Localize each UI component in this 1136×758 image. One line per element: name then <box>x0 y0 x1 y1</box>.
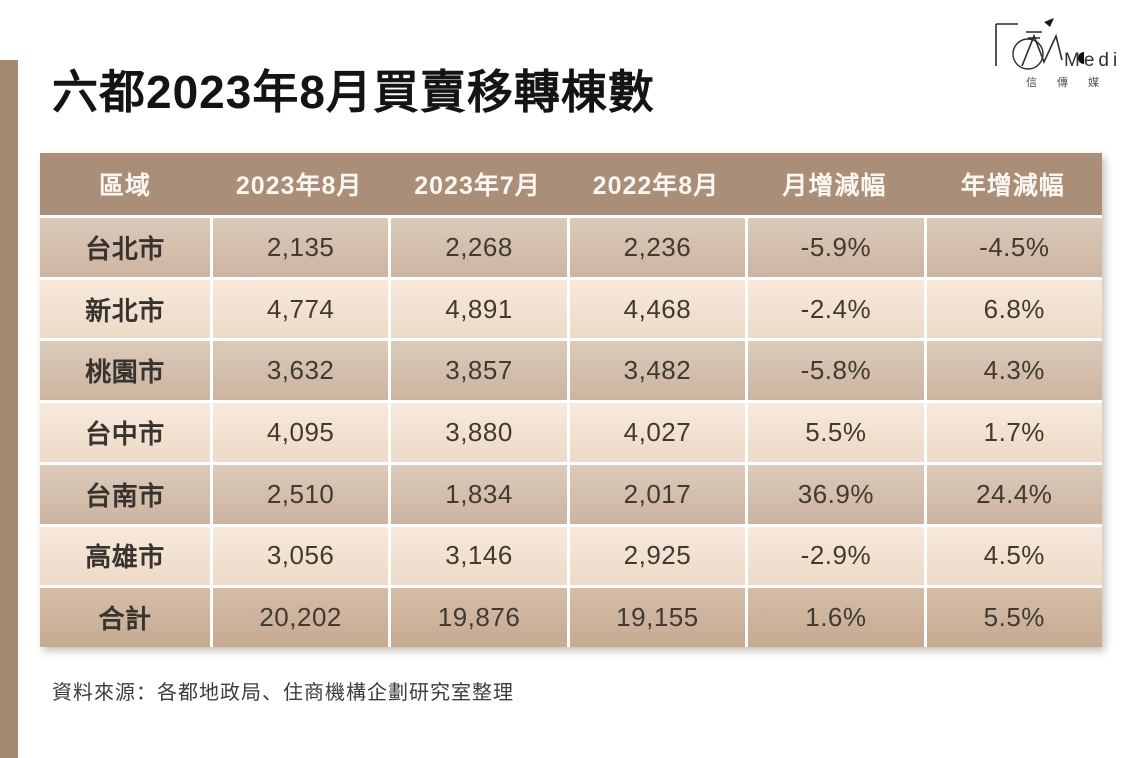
cell-region: 新北市 <box>40 279 210 339</box>
cell-value: 2,510 <box>212 464 389 524</box>
table-row-taichung: 台中市 4,095 3,880 4,027 5.5% 1.7% <box>40 403 1102 462</box>
table-row-newtaipei: 新北市 4,774 4,891 4,468 -2.4% 6.8% <box>40 279 1102 339</box>
table-row-tainan: 台南市 2,510 1,834 2,017 36.9% 24.4% <box>40 464 1102 524</box>
cell-value: 2,017 <box>569 464 746 524</box>
col-header-2023-08: 2023年8月 <box>235 172 363 200</box>
cell-value: -4.5% <box>926 218 1102 277</box>
cell-value: 5.5% <box>926 588 1102 648</box>
col-header-2022-08: 2022年8月 <box>592 172 720 200</box>
cmmedia-logo: Media 信傳媒 <box>982 10 1132 96</box>
cell-region: 高雄市 <box>40 526 210 586</box>
cell-value: 2,925 <box>569 526 746 586</box>
cell-value: 1.7% <box>926 403 1102 462</box>
cell-value: 1,834 <box>391 464 567 524</box>
cell-value: 1.6% <box>748 588 924 648</box>
table-row-taipei: 台北市 2,135 2,268 2,236 -5.9% -4.5% <box>40 218 1102 277</box>
col-header-yoy: 年增減幅 <box>960 172 1065 200</box>
cell-value: 24.4% <box>926 464 1102 524</box>
cell-value: -5.9% <box>748 218 924 277</box>
col-header-region: 區域 <box>98 172 151 200</box>
col-header-mom: 月增減幅 <box>782 172 887 200</box>
left-accent-bar <box>0 60 18 758</box>
table-row-kaohsiung: 高雄市 3,056 3,146 2,925 -2.9% 4.5% <box>40 526 1102 586</box>
cell-value: 4,891 <box>391 279 567 339</box>
cell-value: 3,632 <box>212 341 389 401</box>
cell-value: 4,774 <box>212 279 389 339</box>
cell-value: 2,268 <box>391 218 567 277</box>
cell-value: 2,135 <box>212 218 389 277</box>
cell-value: 4,468 <box>569 279 746 339</box>
page-title: 六都2023年8月買賣移轉棟數 <box>52 66 655 118</box>
table-row-total: 合計 20,202 19,876 19,155 1.6% 5.5% <box>40 588 1102 648</box>
cell-region: 台北市 <box>40 218 210 277</box>
cell-value: 20,202 <box>212 588 389 648</box>
cell-region: 台南市 <box>40 464 210 524</box>
cell-value: 19,155 <box>569 588 746 648</box>
cell-value: 4,027 <box>569 403 746 462</box>
cell-value: 4.3% <box>926 341 1102 401</box>
cell-value: 3,880 <box>391 403 567 462</box>
table-row-taoyuan: 桃園市 3,632 3,857 3,482 -5.8% 4.3% <box>40 341 1102 401</box>
cell-value: 3,857 <box>391 341 567 401</box>
cell-value: -2.9% <box>748 526 924 586</box>
cell-value: 36.9% <box>748 464 924 524</box>
cell-region: 台中市 <box>40 403 210 462</box>
cell-value: -5.8% <box>748 341 924 401</box>
col-header-2023-07: 2023年7月 <box>414 172 541 200</box>
cell-value: 19,876 <box>391 588 567 648</box>
cell-value: 3,056 <box>212 526 389 586</box>
cell-value: 4.5% <box>926 526 1102 586</box>
cell-value: 3,146 <box>391 526 567 586</box>
logo-brand-text: Media <box>1064 50 1122 71</box>
cell-value: 3,482 <box>569 341 746 401</box>
cell-value: 4,095 <box>212 403 389 462</box>
transfer-table: 區域 2023年8月 2023年7月 2022年8月 月增減幅 年增減幅 台北市… <box>40 153 1102 648</box>
cell-value: 6.8% <box>926 279 1102 339</box>
cell-region: 桃園市 <box>40 341 210 401</box>
cell-region: 合計 <box>40 588 210 648</box>
cell-value: 5.5% <box>748 403 924 462</box>
cell-value: 2,236 <box>569 218 746 277</box>
table-header-row: 區域 2023年8月 2023年7月 2022年8月 月增減幅 年增減幅 <box>40 153 1102 215</box>
logo-subtext: 信傳媒 <box>1026 76 1119 89</box>
table-body: 台北市 2,135 2,268 2,236 -5.9% -4.5% 新北市 4,… <box>40 218 1102 648</box>
cmmedia-logo-icon: Media 信傳媒 <box>995 18 1132 89</box>
source-note: 資料來源：各都地政局、住商機構企劃研究室整理 <box>52 682 514 704</box>
cell-value: -2.4% <box>748 279 924 339</box>
